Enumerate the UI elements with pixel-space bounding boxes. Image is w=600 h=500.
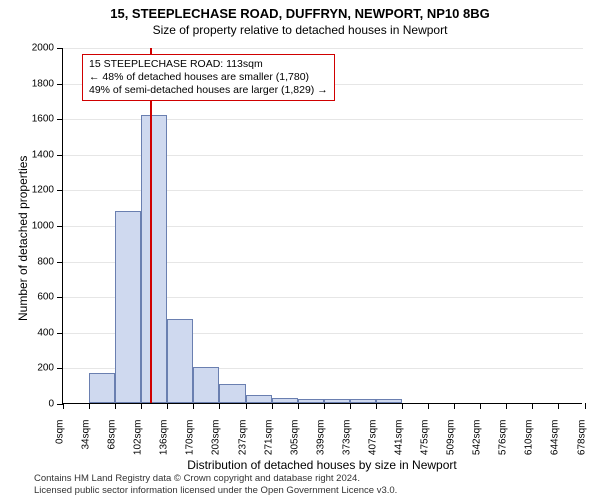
x-tick: [480, 403, 481, 409]
y-tick-label: 1000: [14, 221, 54, 232]
y-tick: [57, 84, 63, 85]
y-tick: [57, 155, 63, 156]
y-tick: [57, 262, 63, 263]
x-tick: [428, 403, 429, 409]
histogram-bar: [115, 211, 141, 403]
y-tick-label: 1800: [14, 78, 54, 89]
y-tick-label: 800: [14, 256, 54, 267]
x-tick: [585, 403, 586, 409]
x-tick: [350, 403, 351, 409]
histogram-bar: [246, 395, 272, 403]
x-tick: [402, 403, 403, 409]
x-tick: [298, 403, 299, 409]
chart-container: Number of detached properties Distributi…: [62, 48, 582, 404]
histogram-bar: [141, 115, 167, 403]
y-tick: [57, 368, 63, 369]
y-tick-label: 400: [14, 327, 54, 338]
y-tick: [57, 119, 63, 120]
histogram-bar: [324, 399, 350, 403]
y-tick-label: 1200: [14, 185, 54, 196]
histogram-bar: [350, 399, 376, 403]
x-tick: [272, 403, 273, 409]
annotation-line-3: 49% of semi-detached houses are larger (…: [89, 84, 328, 97]
x-tick: [63, 403, 64, 409]
histogram-bar: [167, 319, 193, 403]
footer: Contains HM Land Registry data © Crown c…: [0, 473, 600, 496]
x-axis-label: Distribution of detached houses by size …: [62, 458, 582, 472]
gridline: [63, 48, 583, 49]
page-title: 15, STEEPLECHASE ROAD, DUFFRYN, NEWPORT,…: [0, 0, 600, 21]
histogram-bar: [376, 399, 402, 403]
x-tick: [193, 403, 194, 409]
histogram-bar: [298, 399, 324, 403]
histogram-plot: [62, 48, 582, 404]
x-tick: [115, 403, 116, 409]
y-tick-label: 0: [14, 399, 54, 410]
histogram-bar: [272, 398, 298, 403]
annotation-box: 15 STEEPLECHASE ROAD: 113sqm ← 48% of de…: [82, 54, 335, 101]
x-tick: [167, 403, 168, 409]
annotation-line-2: ← 48% of detached houses are smaller (1,…: [89, 71, 328, 84]
x-tick: [506, 403, 507, 409]
y-tick: [57, 226, 63, 227]
y-tick-label: 600: [14, 292, 54, 303]
y-tick-label: 1600: [14, 114, 54, 125]
y-tick-label: 2000: [14, 43, 54, 54]
x-tick: [454, 403, 455, 409]
x-tick: [324, 403, 325, 409]
y-tick: [57, 297, 63, 298]
x-tick: [141, 403, 142, 409]
x-tick: [376, 403, 377, 409]
y-tick: [57, 190, 63, 191]
histogram-bar: [89, 373, 115, 403]
x-tick: [558, 403, 559, 409]
histogram-bar: [219, 384, 245, 403]
x-tick: [89, 403, 90, 409]
footer-line-2: Licensed public sector information licen…: [34, 485, 600, 496]
x-tick: [532, 403, 533, 409]
y-tick-label: 1400: [14, 149, 54, 160]
x-tick: [219, 403, 220, 409]
page-subtitle: Size of property relative to detached ho…: [0, 21, 600, 37]
histogram-bar: [193, 367, 219, 403]
y-tick-label: 200: [14, 363, 54, 374]
y-tick: [57, 333, 63, 334]
footer-line-1: Contains HM Land Registry data © Crown c…: [34, 473, 600, 484]
y-tick: [57, 48, 63, 49]
x-tick: [246, 403, 247, 409]
annotation-line-1: 15 STEEPLECHASE ROAD: 113sqm: [89, 58, 328, 71]
